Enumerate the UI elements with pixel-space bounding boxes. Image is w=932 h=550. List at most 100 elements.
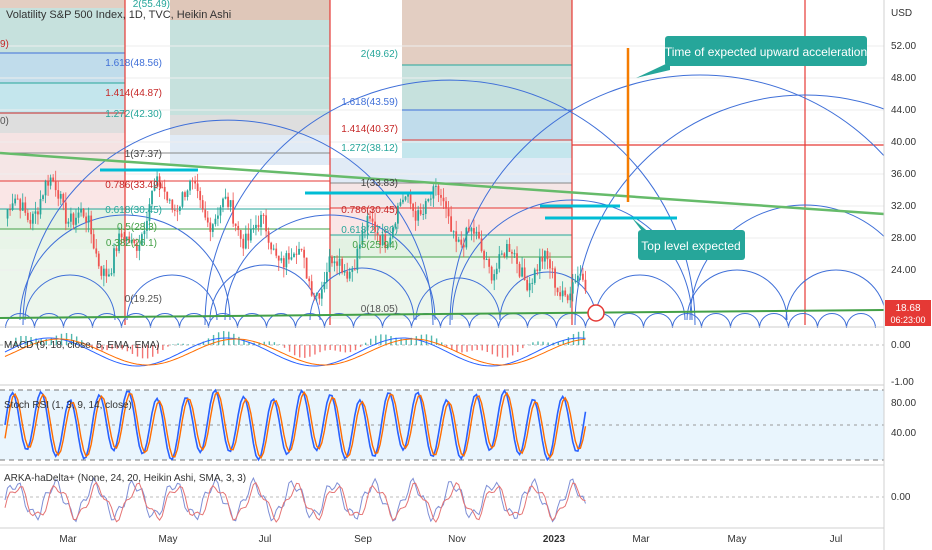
candle-body	[130, 239, 133, 244]
macd-tick: 0.00	[891, 340, 911, 351]
time-axis[interactable]: Mar May Jul Sep Nov 2023 Mar May Jul	[0, 527, 884, 545]
candle-body	[485, 259, 488, 261]
candle-body	[521, 267, 523, 277]
macd-hist-bar	[466, 345, 468, 352]
candle-body	[376, 231, 379, 236]
candle-body	[156, 176, 158, 185]
candle-body	[257, 224, 260, 228]
candle-body	[151, 190, 153, 205]
candle-body	[196, 183, 199, 192]
candle-body	[26, 212, 29, 220]
macd-hist-bar	[380, 334, 382, 345]
candle-body	[265, 215, 267, 232]
cycle-arc	[785, 269, 887, 321]
candle-body	[171, 199, 174, 210]
macd-hist-bar	[50, 337, 53, 345]
candle-body	[351, 269, 354, 272]
macd-hist-bar	[202, 341, 205, 345]
candle-body	[267, 231, 270, 243]
macd-hist-bar	[496, 345, 499, 357]
candle-body	[57, 190, 60, 199]
month-tick: 2023	[543, 534, 566, 545]
fib-right-label: 1(33.83)	[361, 178, 398, 189]
price-tick: 32.00	[891, 201, 916, 212]
cyan-level-bars	[100, 168, 677, 220]
candle-body	[211, 224, 214, 232]
cycle-arc	[759, 313, 789, 329]
price-axis[interactable]: USD 52.00 48.00 44.00 40.00 36.00 32.00 …	[883, 0, 932, 550]
chart-title: Volatility S&P 500 Index, 1D, TVC, Heiki…	[6, 9, 231, 21]
month-tick: Nov	[448, 534, 466, 545]
candle-body	[381, 234, 384, 246]
candle-body	[244, 233, 247, 249]
macd-hist-bar	[288, 345, 291, 352]
candle-body	[194, 180, 196, 184]
month-tick: May	[159, 534, 178, 545]
candle-body	[498, 254, 501, 269]
candle-body	[437, 185, 440, 195]
candle-body	[113, 248, 115, 274]
macd-hist-bar	[435, 338, 438, 345]
arka-pane: ARKA-haDelta+ (None, 24, 20, Heikin Ashi…	[0, 464, 884, 523]
candle-body	[24, 202, 27, 213]
macd-hist-bar	[212, 334, 215, 345]
macd-hist-bar	[522, 345, 524, 349]
cycle-arc	[121, 313, 151, 329]
macd-hist-bar	[116, 345, 118, 349]
candle-body	[374, 221, 376, 232]
cycle-arc	[451, 199, 693, 321]
candle-body	[371, 218, 374, 222]
candle-body	[59, 194, 62, 199]
stoch-rsi-label: Stoch RSI (1, 3, 9, 14, close)	[4, 400, 132, 411]
macd-hist-bar	[329, 345, 331, 350]
candle-body	[435, 185, 437, 187]
candle-body	[409, 192, 412, 204]
candle-body	[120, 233, 123, 238]
cycle-arc	[208, 313, 238, 329]
macd-hist-bar	[456, 345, 458, 352]
candle-body	[277, 255, 280, 261]
macd-hist-bar	[476, 345, 478, 350]
candle-body	[338, 258, 341, 266]
candle-body	[115, 248, 118, 252]
candle-body	[346, 271, 349, 279]
fib-right-label: 0.5(25.94)	[352, 240, 398, 251]
candle-body	[293, 253, 295, 258]
fib-left-label: 0.382(26.1)	[106, 238, 157, 249]
candle-body	[148, 204, 151, 221]
cycle-arc	[817, 313, 847, 329]
cycle-arc	[594, 274, 686, 321]
candle-body	[323, 282, 326, 290]
fib-right-label: 2(49.62)	[361, 49, 398, 60]
candle-body	[518, 263, 521, 277]
candle-body	[424, 201, 427, 214]
macd-hist-bar	[207, 338, 210, 345]
candle-body	[72, 213, 75, 225]
candle-body	[566, 295, 569, 301]
macd-hist-bar	[557, 342, 559, 345]
macd-hist-bar	[15, 337, 17, 345]
candle-body	[135, 243, 138, 251]
macd-hist-bar	[146, 345, 149, 359]
candle-body	[298, 248, 300, 255]
fib-left-label: 1.618(48.56)	[105, 58, 162, 69]
candle-body	[80, 208, 82, 213]
candle-body	[331, 256, 333, 264]
descending-trendline	[0, 151, 885, 216]
candle-body	[516, 253, 518, 264]
candle-body	[247, 233, 250, 241]
candle-body	[123, 237, 126, 241]
fib-left-label: 0.5(28.3)	[117, 222, 157, 233]
event-flag-icon[interactable]	[587, 304, 605, 322]
candle-body	[549, 259, 551, 269]
candle-body	[234, 223, 237, 226]
candle-body	[100, 266, 103, 276]
candle-body	[255, 224, 257, 229]
candle-body	[290, 257, 293, 260]
macd-hist-bar	[375, 335, 377, 345]
candle-body	[554, 268, 556, 288]
candle-body	[564, 290, 567, 296]
fib-right-label: 1.272(38.12)	[341, 143, 398, 154]
candle-body	[77, 212, 80, 218]
